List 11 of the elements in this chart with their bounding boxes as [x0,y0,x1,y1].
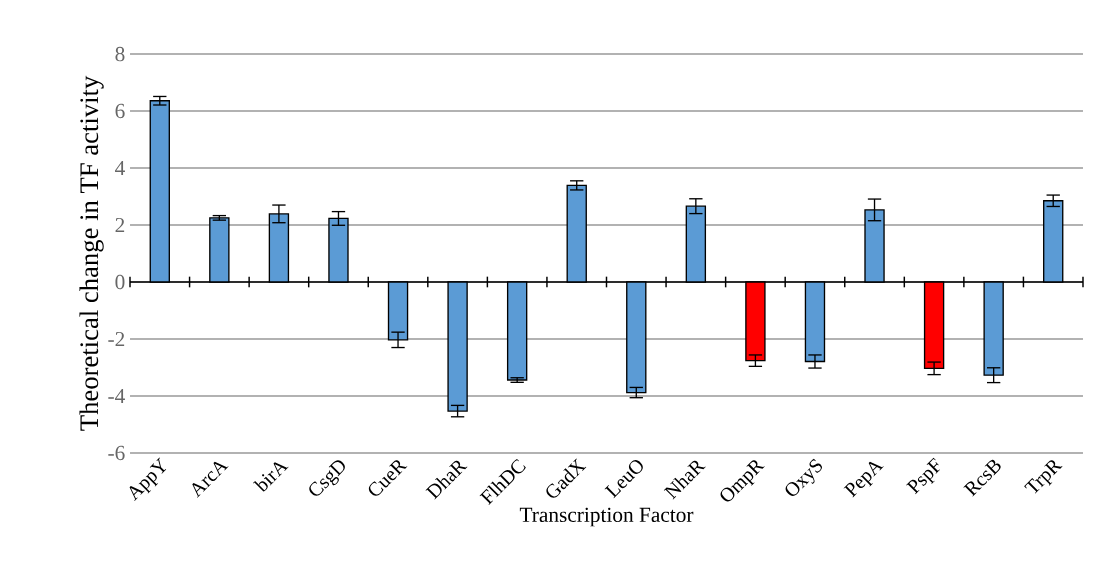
y-tick-label: 6 [115,103,125,119]
x-axis-title: Transcription Factor [519,507,694,527]
y-tick-label: 8 [115,46,125,62]
x-tick-label: birA [252,462,289,492]
y-tick-label: -6 [108,445,125,461]
y-tick-label: 0 [115,274,125,290]
y-tick-label: -2 [108,331,125,347]
y-tick-label: 4 [115,160,125,176]
y-tick-label: 2 [115,217,125,233]
y-axis-title: Theoretical change in TF activity [79,75,104,431]
y-tick-label: -4 [108,388,125,404]
